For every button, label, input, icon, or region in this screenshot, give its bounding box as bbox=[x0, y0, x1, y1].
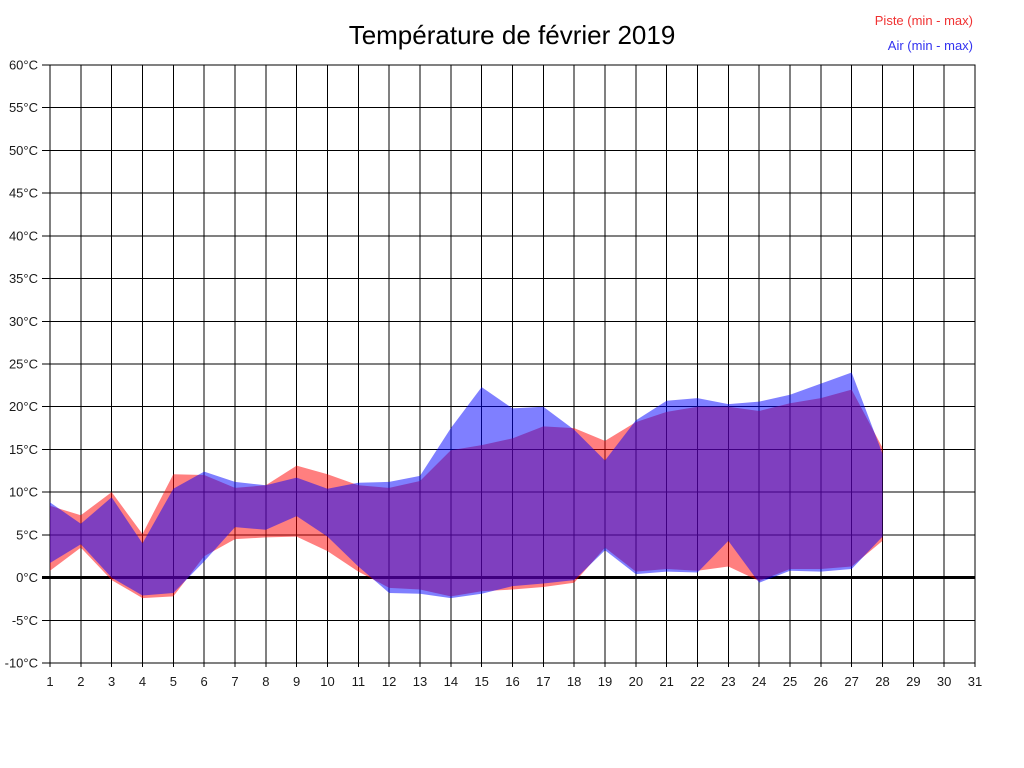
y-axis-tick-label: 60°C bbox=[9, 58, 38, 73]
x-axis-tick-label: 14 bbox=[444, 674, 458, 689]
x-axis-tick-label: 27 bbox=[844, 674, 858, 689]
y-axis-tick-label: -5°C bbox=[12, 613, 38, 628]
x-axis-tick-label: 25 bbox=[783, 674, 797, 689]
y-axis-tick-label: -10°C bbox=[5, 656, 38, 671]
x-axis-tick-label: 10 bbox=[320, 674, 334, 689]
x-axis-tick-label: 9 bbox=[293, 674, 300, 689]
x-axis-tick-label: 8 bbox=[262, 674, 269, 689]
legend-item-air: Air (min - max) bbox=[887, 38, 973, 53]
x-axis-tick-label: 7 bbox=[231, 674, 238, 689]
y-axis-tick-label: 55°C bbox=[9, 100, 38, 115]
x-axis-tick-label: 31 bbox=[968, 674, 982, 689]
x-axis-tick-label: 26 bbox=[814, 674, 828, 689]
x-axis-tick-label: 18 bbox=[567, 674, 581, 689]
y-axis-tick-label: 25°C bbox=[9, 357, 38, 372]
y-axis-tick-label: 5°C bbox=[16, 527, 38, 542]
x-axis-tick-label: 11 bbox=[352, 674, 366, 689]
y-axis-tick-label: 35°C bbox=[9, 271, 38, 286]
x-axis-tick-label: 28 bbox=[875, 674, 889, 689]
x-axis-tick-label: 20 bbox=[629, 674, 643, 689]
y-axis-tick-label: 15°C bbox=[9, 442, 38, 457]
x-axis-tick-label: 13 bbox=[413, 674, 427, 689]
x-axis-tick-label: 12 bbox=[382, 674, 396, 689]
x-axis-tick-label: 17 bbox=[536, 674, 550, 689]
y-axis-tick-label: 0°C bbox=[16, 570, 38, 585]
y-axis-tick-label: 10°C bbox=[9, 485, 38, 500]
axis-labels: 60°C55°C50°C45°C40°C35°C30°C25°C20°C15°C… bbox=[5, 58, 983, 690]
x-axis-tick-label: 21 bbox=[659, 674, 673, 689]
x-axis-tick-label: 29 bbox=[906, 674, 920, 689]
legend-item-piste: Piste (min - max) bbox=[874, 13, 973, 28]
x-axis-tick-label: 1 bbox=[46, 674, 53, 689]
x-axis-tick-label: 30 bbox=[937, 674, 951, 689]
air-band bbox=[50, 372, 883, 599]
x-axis-tick-label: 23 bbox=[721, 674, 735, 689]
chart-title: Température de février 2019 bbox=[348, 20, 676, 50]
y-axis-tick-label: 45°C bbox=[9, 186, 38, 201]
x-axis-tick-label: 2 bbox=[77, 674, 84, 689]
x-axis-tick-label: 6 bbox=[201, 674, 208, 689]
y-axis-tick-label: 50°C bbox=[9, 143, 38, 158]
x-axis-tick-label: 22 bbox=[690, 674, 704, 689]
x-axis-tick-label: 4 bbox=[139, 674, 146, 689]
x-axis-tick-label: 3 bbox=[108, 674, 115, 689]
y-axis-tick-label: 20°C bbox=[9, 399, 38, 414]
x-axis-tick-label: 5 bbox=[170, 674, 177, 689]
y-axis-tick-label: 30°C bbox=[9, 314, 38, 329]
y-axis-tick-label: 40°C bbox=[9, 228, 38, 243]
x-axis-tick-label: 15 bbox=[474, 674, 488, 689]
x-axis-tick-label: 16 bbox=[505, 674, 519, 689]
chart-legend: Piste (min - max) Air (min - max) bbox=[875, 8, 973, 58]
x-axis-tick-label: 19 bbox=[598, 674, 612, 689]
x-axis-tick-label: 24 bbox=[752, 674, 766, 689]
